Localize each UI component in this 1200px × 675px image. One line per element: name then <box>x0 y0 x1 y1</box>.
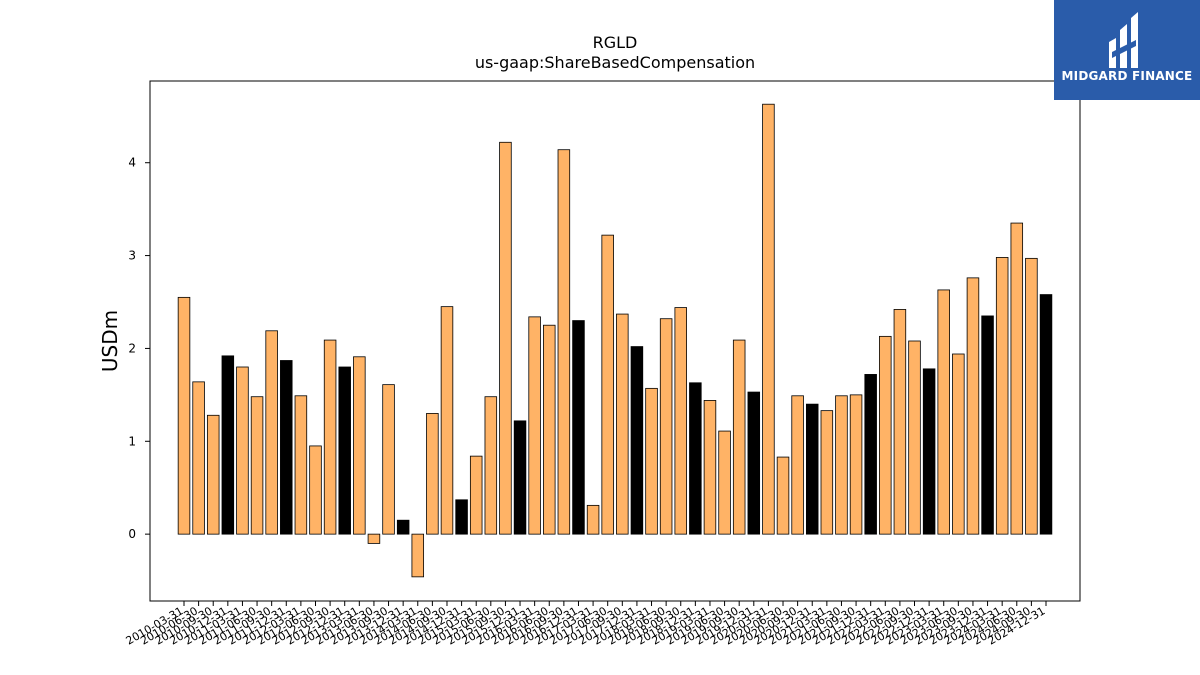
bar-2021-06-30 <box>835 395 848 535</box>
x-axis: 2010-03-312010-06-302010-09-302010-12-31… <box>124 601 1048 648</box>
bar-2017-03-31 <box>586 504 600 535</box>
bar-2010-03-31 <box>177 296 191 535</box>
bar-2018-12-31 <box>689 382 702 535</box>
logo-text: MIDGARD FINANCE <box>1061 69 1193 83</box>
bar-2013-12-31 <box>396 519 410 535</box>
bar-2017-12-31 <box>630 346 644 535</box>
bar-2013-06-30 <box>367 533 381 544</box>
bar-2014-12-31 <box>455 499 468 535</box>
bar-2011-06-30 <box>250 396 264 535</box>
bar-2018-03-31 <box>645 387 658 535</box>
bar-2011-03-31 <box>236 366 249 535</box>
y-tick-label: 2 <box>128 341 136 355</box>
bar-2015-03-31 <box>469 455 483 535</box>
bar-2013-03-31 <box>353 356 366 535</box>
y-axis-label: USDm <box>98 310 122 372</box>
bar-2016-03-31 <box>528 316 541 535</box>
bar-2023-09-30 <box>966 277 980 535</box>
bar-2023-12-31 <box>981 315 994 535</box>
bar-2014-06-30 <box>426 413 439 535</box>
bar-2012-03-31 <box>294 395 308 535</box>
y-tick-label: 0 <box>128 527 136 541</box>
plot-frame <box>149 80 1081 602</box>
logo: MIDGARD FINANCE <box>1054 0 1200 100</box>
bar-2019-03-31 <box>703 400 717 535</box>
bar-2015-06-30 <box>484 396 498 535</box>
bar-2015-09-30 <box>499 141 512 535</box>
bar-2017-06-30 <box>601 234 614 535</box>
bar-2022-06-30 <box>893 309 907 535</box>
bar-2012-06-30 <box>309 445 322 535</box>
bar-2010-06-30 <box>192 381 205 535</box>
bar-2021-03-31 <box>820 410 834 535</box>
bar-2019-09-30 <box>732 339 746 535</box>
bar-2022-09-30 <box>908 340 921 535</box>
bar-2024-06-30 <box>1010 222 1024 535</box>
bar-2024-09-30 <box>1025 257 1038 535</box>
bar-2023-03-31 <box>937 289 950 535</box>
bar-2012-12-31 <box>338 366 351 535</box>
bar-2016-12-31 <box>572 320 585 535</box>
bar-2017-09-30 <box>616 313 629 535</box>
bar-2024-03-31 <box>995 257 1009 535</box>
bar-2019-12-31 <box>747 391 761 535</box>
bar-2020-12-31 <box>805 403 819 535</box>
bars-group <box>177 103 1053 578</box>
chart-subtitle: us-gaap:ShareBasedCompensation <box>475 53 755 72</box>
bar-2024-12-31 <box>1039 294 1053 535</box>
y-axis: 0 1 2 3 4 <box>128 156 150 541</box>
bar-2011-12-31 <box>280 360 293 535</box>
bar-2014-03-31 <box>411 533 425 578</box>
bar-2022-12-31 <box>922 368 936 535</box>
bar-2022-03-31 <box>879 335 892 535</box>
bar-2011-09-30 <box>265 330 278 535</box>
bar-2015-12-31 <box>513 420 527 535</box>
bar-2023-06-30 <box>952 353 965 535</box>
y-tick-label: 4 <box>128 156 136 170</box>
bar-2020-09-30 <box>791 395 804 535</box>
bar-2018-06-30 <box>659 318 673 535</box>
bar-2019-06-30 <box>718 430 731 535</box>
bar-2016-06-30 <box>543 324 556 535</box>
bar-2020-03-31 <box>762 103 775 535</box>
bar-2014-09-30 <box>440 306 454 535</box>
bar-2010-09-30 <box>206 414 220 535</box>
bar-2012-09-30 <box>323 339 337 535</box>
bar-2018-09-30 <box>674 307 687 535</box>
midgard-logo-icon <box>1109 12 1138 68</box>
bar-2020-06-30 <box>776 456 790 535</box>
y-tick-label: 3 <box>128 249 136 263</box>
bar-2021-09-30 <box>849 394 863 535</box>
bar-2013-09-30 <box>382 384 395 535</box>
y-tick-label: 1 <box>128 434 136 448</box>
bar-2016-09-30 <box>557 149 571 535</box>
bar-2010-12-31 <box>221 355 235 535</box>
bar-2021-12-31 <box>864 374 877 535</box>
chart-title: RGLD <box>593 33 638 52</box>
